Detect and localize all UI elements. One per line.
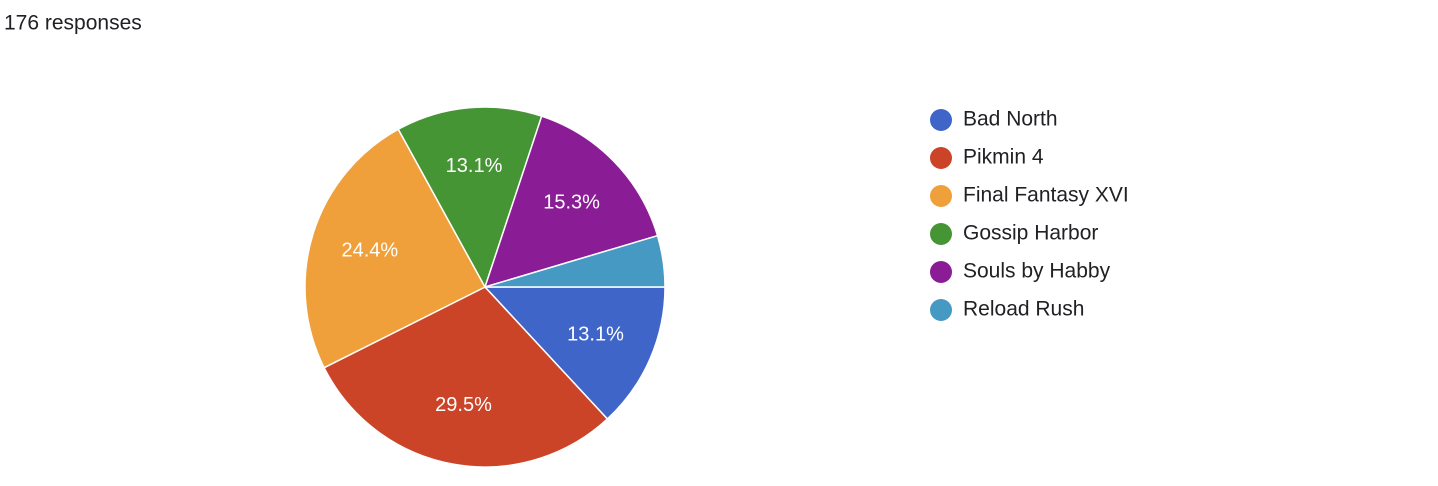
pie-slice <box>397 106 543 289</box>
legend-swatch <box>930 109 952 131</box>
chart-title: 176 responses <box>4 12 142 35</box>
pie-slice <box>484 234 666 288</box>
legend-label: Final Fantasy XVI <box>963 184 1129 207</box>
legend-swatch <box>930 261 952 283</box>
slice-label: 13.1% <box>567 324 624 346</box>
legend-label: Gossip Harbor <box>963 222 1098 245</box>
pie-slice <box>483 286 666 421</box>
legend-label: Bad North <box>963 108 1058 131</box>
legend-swatch <box>930 147 952 169</box>
legend-label: Pikmin 4 <box>963 146 1044 169</box>
slice-label: 15.3% <box>543 191 600 213</box>
legend-label: Reload Rush <box>963 298 1084 321</box>
slice-label: 24.4% <box>341 239 398 261</box>
pie-slice <box>323 286 609 468</box>
slice-label: 29.5% <box>435 394 492 416</box>
legend-swatch <box>930 185 952 207</box>
pie-slice <box>304 128 487 369</box>
pie-slice <box>483 115 659 289</box>
legend-label: Souls by Habby <box>963 260 1111 283</box>
legend-swatch <box>930 223 952 245</box>
legend-swatch <box>930 299 952 321</box>
slice-label: 13.1% <box>446 155 503 177</box>
